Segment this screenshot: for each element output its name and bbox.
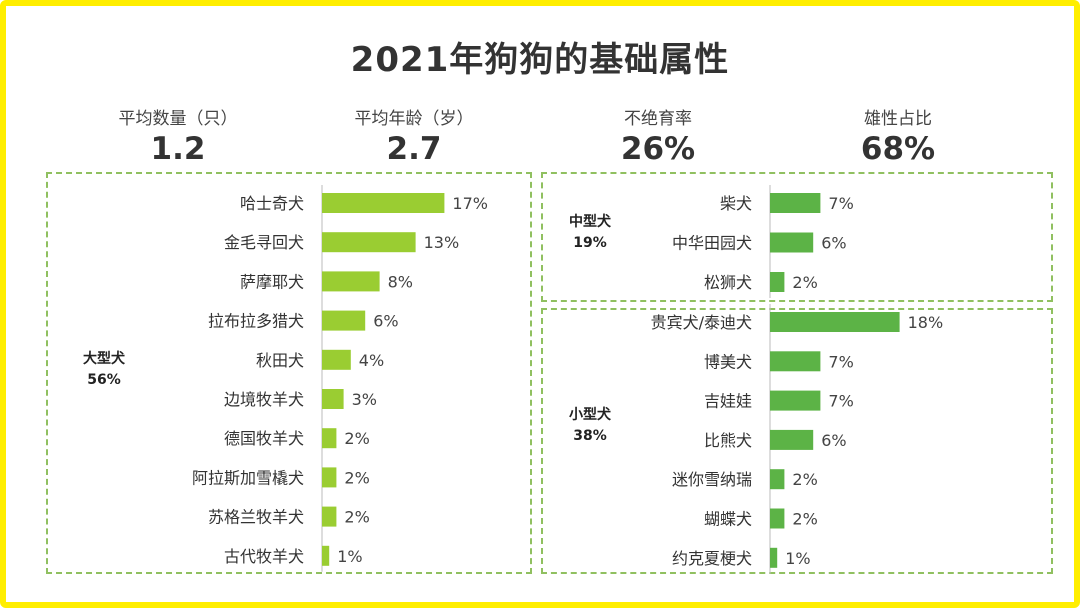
stat-avg-count: 平均数量（只） 1.2	[78, 104, 278, 167]
large-value-label: 8%	[388, 272, 413, 291]
large-value-label: 2%	[344, 429, 369, 448]
medium-dog-panel	[541, 172, 1053, 302]
large-bar	[322, 389, 344, 409]
medium-category-label: 松狮犬	[704, 273, 752, 292]
large-category-label: 哈士奇犬	[240, 194, 304, 213]
large-bar	[322, 467, 337, 488]
stat-unneutered-rate-value: 26%	[620, 131, 696, 167]
medium-value-label: 2%	[792, 273, 817, 292]
medium-value-label: 6%	[821, 234, 846, 253]
small-dog-panel	[541, 308, 1053, 574]
medium-group-share: 19%	[573, 235, 607, 251]
large-bar	[322, 232, 416, 253]
large-bar	[322, 506, 337, 527]
large-value-label: 1%	[337, 547, 362, 566]
large-category-label: 古代牧羊犬	[224, 547, 304, 566]
large-category-label: 秋田犬	[256, 351, 304, 370]
large-value-label: 2%	[344, 468, 369, 487]
stat-avg-count-value: 1.2	[150, 131, 206, 167]
large-bar	[322, 428, 337, 449]
large-category-label: 阿拉斯加雪橇犬	[192, 468, 304, 487]
small-bar	[770, 429, 814, 450]
large-value-label: 4%	[359, 351, 384, 370]
small-bar	[770, 547, 778, 568]
small-bar	[770, 351, 821, 372]
stat-unneutered-rate-label: 不绝育率	[624, 109, 692, 129]
medium-value-label: 7%	[828, 194, 853, 213]
large-value-label: 17%	[452, 194, 488, 213]
large-bar	[322, 193, 445, 213]
large-category-label: 萨摩耶犬	[240, 272, 304, 291]
small-category-label: 吉娃娃	[704, 392, 752, 411]
small-bar	[770, 508, 785, 529]
large-value-label: 6%	[373, 312, 398, 331]
small-bar	[770, 312, 900, 332]
small-value-label: 1%	[785, 549, 810, 568]
stat-unneutered-rate: 不绝育率 26%	[558, 104, 758, 167]
large-dog-panel	[46, 172, 532, 574]
small-category-label: 蝴蝶犬	[704, 510, 752, 529]
small-category-label: 博美犬	[704, 352, 752, 371]
medium-category-label: 柴犬	[720, 194, 752, 213]
medium-category-label: 中华田园犬	[672, 234, 752, 253]
stat-male-share-value: 68%	[860, 131, 936, 167]
medium-bar	[770, 232, 814, 253]
large-bar	[322, 271, 380, 292]
small-value-label: 6%	[821, 431, 846, 450]
medium-bar	[770, 193, 821, 213]
large-value-label: 3%	[352, 390, 377, 409]
large-bar	[322, 310, 366, 331]
stat-avg-age-label: 平均年龄（岁）	[354, 109, 474, 129]
large-category-label: 拉布拉多猎犬	[208, 312, 304, 331]
small-bar	[770, 390, 821, 411]
stat-male-share-label: 雄性占比	[864, 109, 932, 129]
large-group-share: 56%	[87, 372, 121, 388]
large-category-label: 德国牧羊犬	[224, 429, 304, 448]
stat-avg-age: 平均年龄（岁） 2.7	[314, 104, 514, 167]
small-bar	[770, 469, 785, 490]
large-category-label: 边境牧羊犬	[224, 390, 304, 409]
large-value-label: 2%	[344, 508, 369, 527]
stat-male-share: 雄性占比 68%	[798, 104, 998, 167]
small-group-name: 小型犬	[569, 406, 612, 423]
small-value-label: 2%	[792, 470, 817, 489]
large-category-label: 金毛寻回犬	[224, 233, 304, 252]
large-value-label: 13%	[424, 233, 460, 252]
large-bar	[322, 349, 351, 370]
stat-avg-count-label: 平均数量（只）	[118, 109, 238, 129]
stat-avg-age-value: 2.7	[386, 131, 442, 167]
small-group-share: 38%	[573, 428, 607, 444]
small-category-label: 比熊犬	[704, 431, 752, 450]
medium-bar	[770, 272, 785, 292]
small-value-label: 7%	[828, 392, 853, 411]
small-category-label: 迷你雪纳瑞	[672, 470, 752, 489]
small-value-label: 2%	[792, 510, 817, 529]
large-category-label: 苏格兰牧羊犬	[208, 508, 304, 527]
small-value-label: 7%	[828, 352, 853, 371]
small-value-label: 18%	[908, 313, 944, 332]
page-title: 2021年狗狗的基础属性	[350, 40, 730, 80]
large-group-name: 大型犬	[83, 350, 126, 367]
small-category-label: 约克夏梗犬	[672, 549, 752, 568]
small-category-label: 贵宾犬/泰迪犬	[651, 313, 752, 332]
medium-group-name: 中型犬	[569, 213, 612, 230]
large-bar	[322, 545, 330, 566]
